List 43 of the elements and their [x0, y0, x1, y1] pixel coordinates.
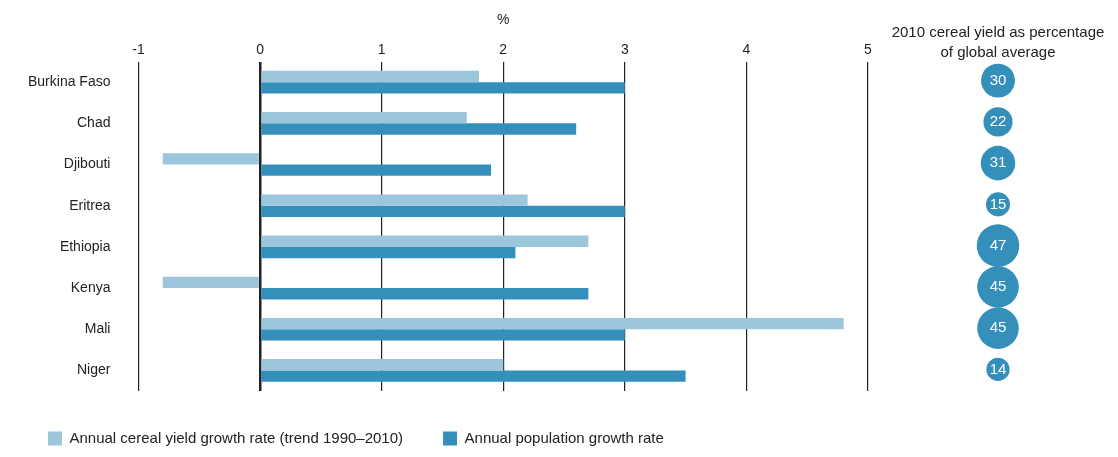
bar	[261, 288, 589, 300]
data-label: 22	[989, 112, 1007, 130]
bar	[261, 194, 528, 206]
legend-label: Annual cereal yield growth rate (trend 1990–2010)	[69, 428, 404, 446]
bar	[162, 153, 259, 165]
y-tick-label: Kenya	[70, 278, 111, 295]
x-tick-label: 4	[742, 41, 751, 58]
bar	[261, 329, 625, 341]
text: 2010 cereal yield as percentage of global average	[890, 22, 1106, 62]
data-label: 45	[989, 277, 1007, 295]
x-tick-label: -1	[132, 41, 145, 58]
y-tick-label: Ethiopia	[59, 237, 111, 254]
bar	[261, 359, 504, 371]
bar	[261, 235, 589, 247]
legend-label: Annual population growth rate	[464, 428, 664, 446]
x-tick-label: 5	[864, 41, 873, 58]
y-tick-label: Chad	[77, 114, 111, 131]
data-label: 14	[989, 359, 1007, 377]
x-tick-label: 1	[377, 41, 386, 58]
data-label: 47	[989, 235, 1007, 253]
y-tick-label: Mali	[84, 320, 111, 337]
bar	[261, 70, 479, 83]
bar	[261, 123, 577, 135]
bar	[261, 205, 625, 218]
bar	[261, 112, 467, 124]
data-label: 15	[989, 194, 1007, 212]
x-tick-label: 0	[256, 41, 265, 58]
bar	[261, 370, 686, 382]
x-tick-label: 3	[620, 41, 629, 58]
bar	[261, 317, 844, 330]
data-label: 45	[989, 318, 1007, 336]
y-tick-label: Djibouti	[63, 155, 111, 172]
data-label: 30	[989, 70, 1007, 88]
y-tick-label: Burkina Faso	[28, 73, 111, 90]
y-tick-label: Niger	[77, 361, 111, 378]
bar	[162, 276, 259, 289]
bar	[261, 82, 625, 94]
bar	[261, 164, 492, 176]
x-tick-label: 2	[499, 41, 508, 58]
data-label: 31	[989, 153, 1007, 171]
x-axis-title: %	[497, 11, 510, 28]
bar	[261, 246, 516, 259]
y-tick-label: Eritrea	[69, 196, 111, 213]
